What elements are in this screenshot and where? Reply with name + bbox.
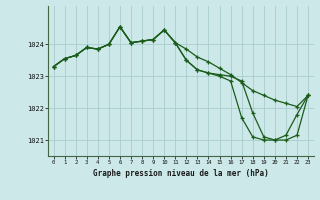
X-axis label: Graphe pression niveau de la mer (hPa): Graphe pression niveau de la mer (hPa) xyxy=(93,169,269,178)
